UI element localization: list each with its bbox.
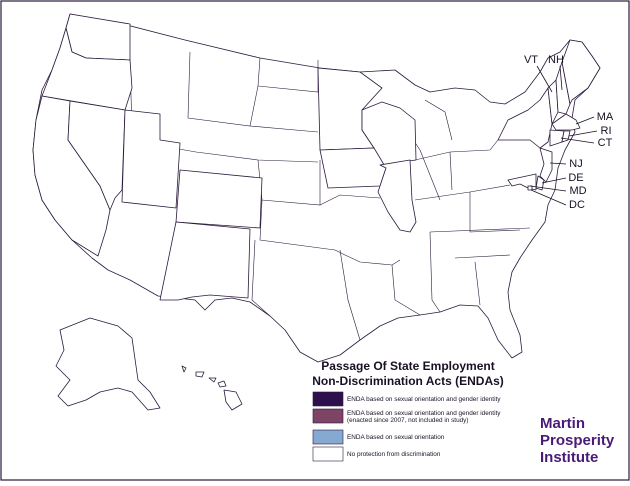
legend-label: ENDA based on sexual orientation and gen… [347, 396, 501, 403]
label-NH: NH [548, 54, 564, 66]
label-NJ: NJ [569, 158, 582, 170]
label-IA: IA [343, 160, 354, 174]
label-IL: IL [393, 181, 403, 195]
state-DC[interactable] [527, 185, 533, 191]
legend-label-sub: (enacted since 2007, not included in stu… [347, 417, 469, 424]
state-DE[interactable] [535, 175, 545, 191]
state-borders [124, 51, 531, 341]
states-layer [32, 13, 601, 411]
state-labels: WA OR CA NV UT CO NM MN WI IA IL NY ME H… [50, 39, 587, 406]
label-DC: DC [569, 199, 585, 211]
label-WA: WA [100, 39, 119, 53]
label-OR: OR [75, 77, 93, 91]
institute-line2: Prosperity [540, 432, 615, 449]
legend: Passage Of State Employment Non-Discrimi… [312, 359, 504, 462]
label-CA: CA [50, 182, 67, 196]
legend-title-line2: Non-Discrimination Acts (ENDAs) [312, 374, 504, 388]
state-HI[interactable] [181, 365, 243, 411]
northeast-callouts: VT NH MA RI CT NJ DE MD DC [524, 54, 614, 211]
label-RI: RI [601, 125, 612, 137]
legend-swatch [312, 429, 344, 445]
state-IL[interactable] [377, 159, 417, 233]
legend-swatch [312, 408, 344, 424]
label-CO: CO [209, 190, 227, 204]
state-OR[interactable] [41, 27, 133, 111]
legend-item: ENDA based on sexual orientation [312, 429, 445, 445]
legend-label: ENDA based on sexual orientation and gen… [347, 410, 501, 417]
legend-item: ENDA based on sexual orientation and gen… [312, 391, 501, 407]
label-NY: NY [519, 114, 536, 128]
state-NM[interactable] [159, 221, 251, 301]
legend-label: No protection from discrimination [347, 451, 441, 458]
label-HI: HI [203, 392, 215, 406]
state-AK [55, 317, 161, 411]
label-WI: WI [377, 116, 392, 130]
institute-line3: Institute [540, 449, 598, 466]
legend-swatch [312, 446, 344, 462]
legend-item: ENDA based on sexual orientation and gen… [312, 408, 501, 424]
label-NM: NM [190, 254, 209, 268]
label-CT: CT [598, 137, 613, 149]
legend-label: ENDA based on sexual orientation [347, 434, 445, 441]
state-MA[interactable] [551, 113, 581, 131]
label-MD: MD [569, 185, 586, 197]
state-UT[interactable] [121, 109, 181, 209]
label-MA: MA [597, 111, 614, 123]
state-WI[interactable] [361, 101, 417, 166]
label-UT: UT [144, 177, 161, 191]
state-ME[interactable] [561, 39, 601, 105]
institute-logo: Martin Prosperity Institute [540, 415, 615, 466]
label-MN: MN [333, 88, 352, 102]
state-CO[interactable] [175, 169, 263, 229]
label-NV: NV [91, 150, 108, 164]
legend-title-line1: Passage Of State Employment [321, 359, 494, 373]
label-DE: DE [568, 172, 583, 184]
legend-swatch [312, 391, 344, 407]
institute-line1: Martin [540, 415, 585, 432]
state-NH[interactable] [555, 61, 571, 115]
label-ME: ME [569, 52, 587, 66]
label-VT: VT [524, 54, 538, 66]
legend-item: No protection from discrimination [312, 446, 441, 462]
